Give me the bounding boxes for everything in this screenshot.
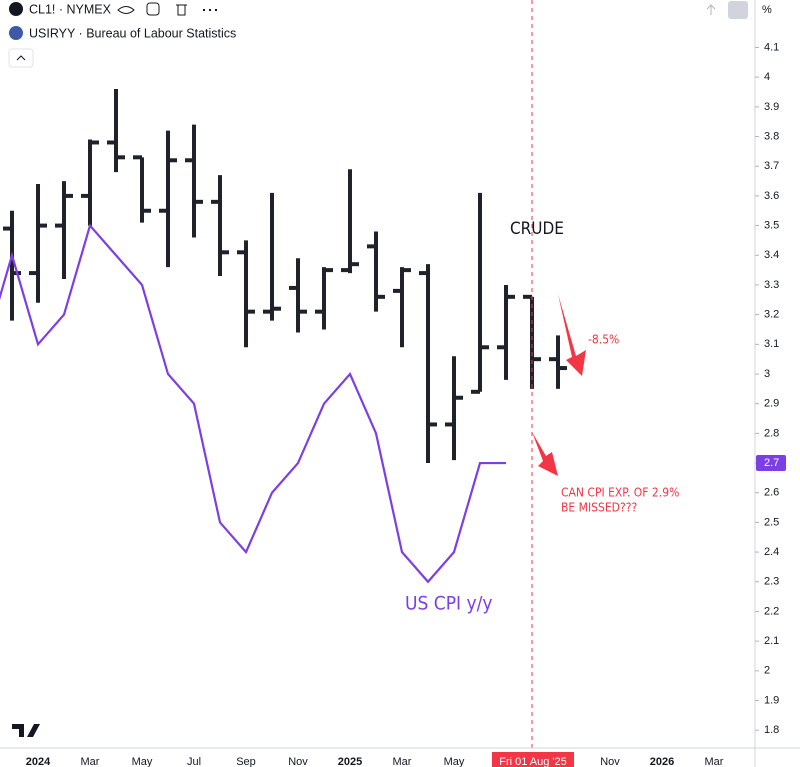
x-tick-label: Nov xyxy=(288,756,308,767)
y-tick-label: 2.3 xyxy=(764,576,779,588)
y-tick-label: 3.3 xyxy=(764,279,779,291)
x-tick-label: Mar xyxy=(705,756,724,767)
crude-label: CRUDE xyxy=(510,219,564,239)
overlay-label[interactable]: USIRYY · Bureau of Labour Statistics xyxy=(29,26,236,40)
header: CL1! · NYMEX USIRYY · Bureau of Labour S… xyxy=(8,1,772,68)
flag-icon xyxy=(9,26,23,40)
settings-icon[interactable] xyxy=(146,2,160,16)
x-tick-label: Sep xyxy=(236,756,256,767)
y-tick-label: 2.8 xyxy=(764,427,779,439)
axis-unit: % xyxy=(762,4,772,16)
y-tick-label: 3.9 xyxy=(764,101,779,113)
x-tick-label: May xyxy=(444,756,465,767)
arrow-cpi xyxy=(532,432,558,476)
crude-change-label: -8.5% xyxy=(588,333,619,347)
cpi-label: US CPI y/y xyxy=(405,593,493,615)
cpi-question-line2: BE MISSED??? xyxy=(561,501,637,515)
y-tick-label: 3.5 xyxy=(764,219,779,231)
collapse-button[interactable] xyxy=(8,48,34,68)
last-value-bg xyxy=(756,455,786,472)
x-tick-label: 2024 xyxy=(26,756,51,767)
x-tick-label: Mar xyxy=(393,756,412,767)
arrow-crude xyxy=(558,294,586,376)
y-tick-label: 2.1 xyxy=(764,635,779,647)
symbol-icon[interactable] xyxy=(9,2,23,16)
logo[interactable] xyxy=(12,724,40,737)
crosshair-label-bg xyxy=(492,752,574,767)
y-tick-label: 3.6 xyxy=(764,190,779,202)
y-tick-label: 2.4 xyxy=(764,546,779,558)
y-tick-label: 2.2 xyxy=(764,605,779,617)
x-tick-label: Mar xyxy=(81,756,100,767)
y-tick-label: 3.2 xyxy=(764,309,779,321)
y-tick-label: 3.7 xyxy=(764,160,779,172)
y-tick-label: 2.9 xyxy=(764,398,779,410)
y-tick-label: 3.4 xyxy=(764,249,779,261)
y-tick-label: 1.8 xyxy=(764,724,779,736)
crosshair-label: Fri 01 Aug '25 xyxy=(499,756,567,767)
y-tick-label: 3.8 xyxy=(764,130,779,142)
y-tick-label: 2.6 xyxy=(764,487,779,499)
cpi-line xyxy=(0,223,506,584)
cpi-question-line1: CAN CPI EXP. OF 2.9% xyxy=(561,486,679,500)
scroll-up-icon[interactable] xyxy=(706,4,716,15)
symbol-label[interactable]: CL1! · NYMEX xyxy=(29,2,112,16)
delete-icon[interactable] xyxy=(176,4,187,16)
collapse-icon xyxy=(16,55,26,61)
y-tick-label: 4 xyxy=(764,71,770,83)
y-tick-label: 1.9 xyxy=(764,694,779,706)
x-tick-label: May xyxy=(132,756,153,767)
y-tick-label: 3 xyxy=(764,368,770,380)
x-tick-label: 2025 xyxy=(338,756,362,767)
last-value-label: 2.7 xyxy=(764,457,779,469)
y-tick-label: 3.1 xyxy=(764,338,779,350)
visibility-icon[interactable] xyxy=(117,6,135,14)
x-tick-label: 2026 xyxy=(650,756,674,767)
y-tick-label: 4.1 xyxy=(764,41,779,53)
y-tick-label: 2 xyxy=(764,665,770,677)
x-tick-label: Nov xyxy=(600,756,620,767)
x-tick-label: Jul xyxy=(187,756,201,767)
y-tick-label: 2.5 xyxy=(764,516,779,528)
scale-button[interactable] xyxy=(728,1,748,19)
